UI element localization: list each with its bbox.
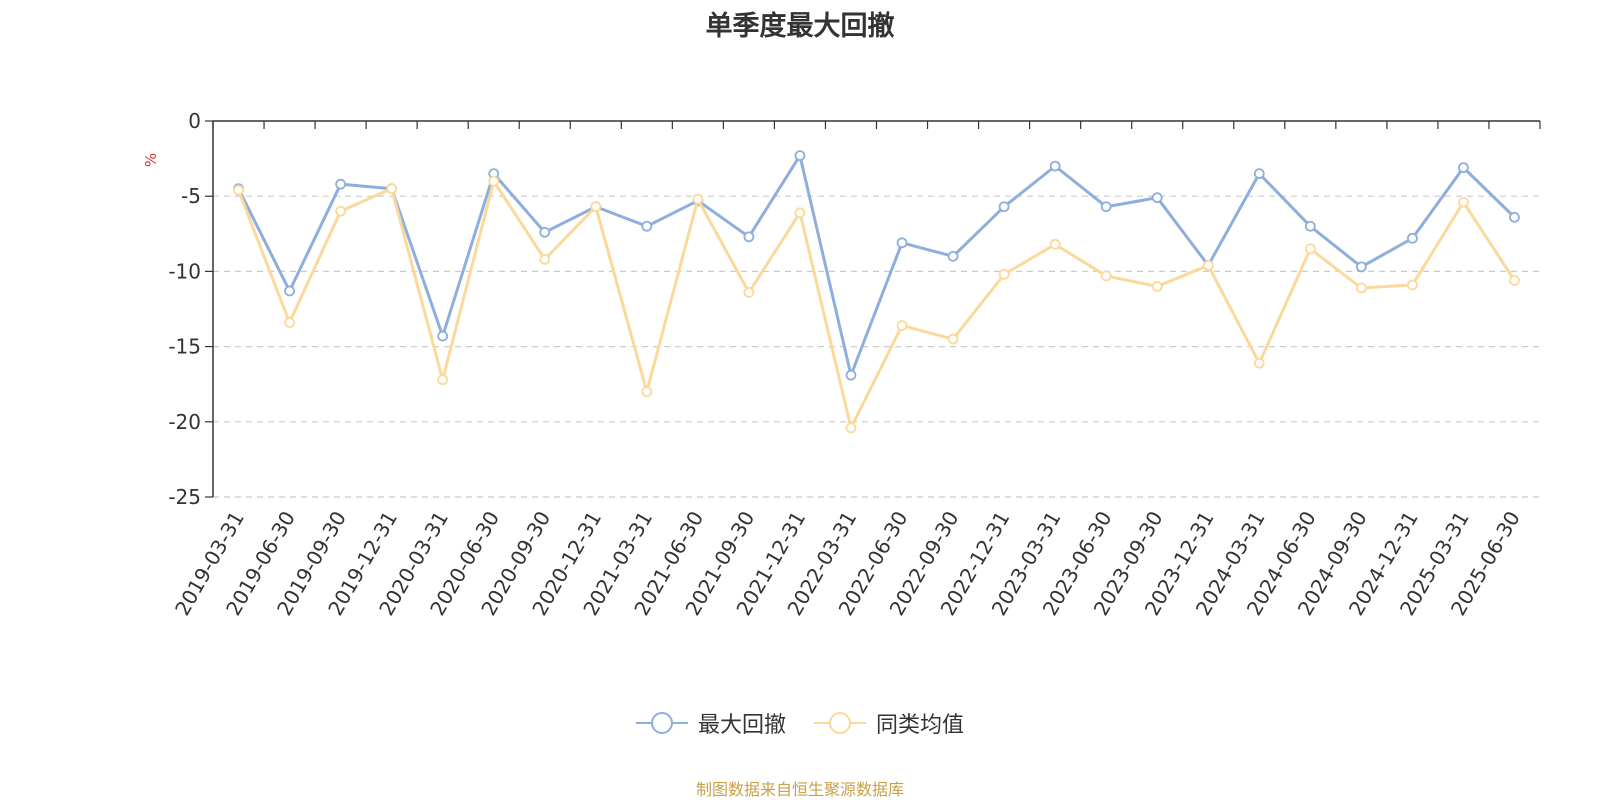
source-note: 制图数据来自恒生聚源数据库 xyxy=(695,780,904,799)
data-point[interactable] xyxy=(1049,238,1061,250)
series-0 xyxy=(233,150,1520,381)
data-point[interactable] xyxy=(233,184,244,196)
y-axis-label: % xyxy=(142,153,160,167)
y-tick-label: -10 xyxy=(168,259,201,283)
y-tick-label: -25 xyxy=(168,485,201,509)
data-point[interactable] xyxy=(1151,192,1163,204)
data-point[interactable] xyxy=(1355,282,1367,294)
legend-symbol-peer-average xyxy=(814,712,866,734)
data-point[interactable] xyxy=(284,317,295,328)
data-point[interactable] xyxy=(1202,259,1214,271)
data-point[interactable] xyxy=(896,320,908,331)
data-point[interactable] xyxy=(1304,220,1316,232)
data-point[interactable] xyxy=(590,201,602,213)
data-point[interactable] xyxy=(1100,201,1112,213)
data-point[interactable] xyxy=(539,226,551,238)
y-tick-label: -5 xyxy=(181,184,201,208)
series-line xyxy=(237,154,1516,377)
data-point[interactable] xyxy=(1458,196,1469,208)
data-point[interactable] xyxy=(1509,275,1520,286)
data-point[interactable] xyxy=(1407,232,1418,244)
data-point[interactable] xyxy=(284,285,295,297)
data-point[interactable] xyxy=(998,201,1010,213)
legend-item-peer-average[interactable]: 同类均值 xyxy=(814,707,964,739)
data-point[interactable] xyxy=(488,175,500,187)
chart-title: 单季度最大回撤 xyxy=(705,11,895,42)
data-point[interactable] xyxy=(1355,261,1367,273)
data-point[interactable] xyxy=(335,205,346,217)
data-point[interactable] xyxy=(1049,160,1061,172)
legend-label-max-drawdown: 最大回撤 xyxy=(697,713,786,738)
data-point[interactable] xyxy=(794,207,806,219)
y-tick-label: 0 xyxy=(188,109,201,133)
data-point[interactable] xyxy=(998,269,1010,280)
data-point[interactable] xyxy=(692,193,704,205)
legend: 最大回撤 同类均值 xyxy=(0,707,1600,739)
data-point[interactable] xyxy=(437,374,449,386)
grid-lines xyxy=(213,195,1540,498)
series-1 xyxy=(233,175,1520,434)
series-line xyxy=(237,179,1516,430)
data-point[interactable] xyxy=(794,150,806,161)
data-point[interactable] xyxy=(896,237,908,249)
legend-symbol-max-drawdown xyxy=(635,712,688,734)
data-point[interactable] xyxy=(641,386,653,398)
data-point[interactable] xyxy=(1253,168,1265,180)
data-point[interactable] xyxy=(539,253,551,265)
data-point[interactable] xyxy=(386,183,398,195)
data-point[interactable] xyxy=(335,178,346,190)
data-point[interactable] xyxy=(1151,281,1163,292)
data-point[interactable] xyxy=(1509,211,1520,223)
legend-item-max-drawdown[interactable]: 最大回撤 xyxy=(635,707,786,739)
data-point[interactable] xyxy=(1304,243,1316,255)
data-point[interactable] xyxy=(845,422,857,434)
data-point[interactable] xyxy=(1100,270,1112,282)
data-point[interactable] xyxy=(641,220,653,232)
y-tick-label: -20 xyxy=(168,410,201,434)
data-point[interactable] xyxy=(1253,357,1265,369)
data-point[interactable] xyxy=(437,330,449,342)
data-point[interactable] xyxy=(743,231,755,243)
legend-label-peer-average: 同类均值 xyxy=(876,713,965,738)
data-point[interactable] xyxy=(845,369,857,381)
data-point[interactable] xyxy=(1458,162,1469,174)
series-lines xyxy=(233,150,1520,434)
data-point[interactable] xyxy=(947,333,959,345)
y-tick-label: -15 xyxy=(168,335,201,359)
data-point[interactable] xyxy=(947,250,959,262)
data-point[interactable] xyxy=(1407,279,1418,291)
data-point[interactable] xyxy=(743,287,755,298)
